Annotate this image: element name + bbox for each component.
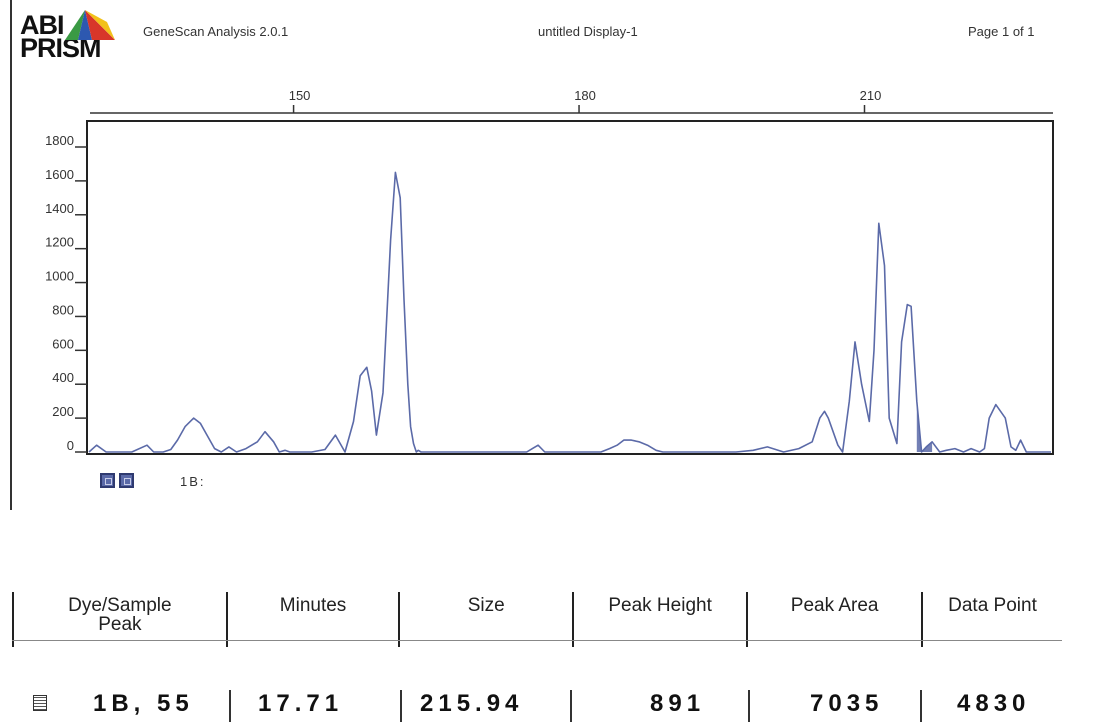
intensity-axis-ticks: 0 200 400 600 800 1000 1200 1400 1600 1800 [45,133,87,453]
dye-toggle-b-button[interactable] [119,473,134,488]
prism-yellow-face [85,10,115,40]
y-tick-label: 200 [52,404,74,419]
column-header-size: Size [398,592,573,647]
table-row[interactable]: 1B, 55 17.71 215.94 891 7035 4830 [0,690,1093,722]
cell-peak-area: 7035 [810,690,884,717]
cell-data-point: 4830 [957,690,1031,717]
column-header-minutes: Minutes [225,592,400,647]
cell-separator [920,690,922,722]
y-tick-label: 1800 [45,133,74,148]
prism-green-face [65,10,85,40]
y-tick-label: 400 [52,370,74,385]
prism-triangle-icon [65,10,115,40]
cell-separator [400,690,402,722]
trace-layer [88,171,1051,453]
y-tick-label: 1400 [45,201,74,216]
cell-separator [570,690,572,722]
column-header-data-point: Data Point [921,592,1062,647]
dye-toggle-a-button[interactable] [100,473,115,488]
column-header-dye-sample-peak: Dye/Sample Peak [12,592,227,647]
called-peak-fill [916,401,933,452]
peak-table-header: Dye/Sample Peak Minutes Size Peak Height… [12,592,1062,647]
abi-prism-logo: ABI PRISM [20,10,130,70]
cell-minutes: 17.71 [258,690,344,717]
peak-table: Dye/Sample Peak Minutes Size Peak Height… [12,592,1062,647]
column-header-text: Dye/Sample Peak [68,595,172,635]
y-tick-label: 1000 [45,269,74,284]
app-name: GeneScan Analysis 2.0.1 [143,24,289,39]
cell-dye-sample-peak: 1B, 55 [93,690,194,717]
y-tick-label: 1200 [45,235,74,250]
y-tick-label: 1600 [45,167,74,182]
prism-blue-face [78,10,92,40]
cell-peak-height: 891 [650,690,706,717]
size-axis-ticks: 150 180 210 [289,88,882,113]
y-tick-label: 0 [67,438,74,453]
row-marker-icon [33,695,47,711]
logo-text-abi: ABI [20,10,64,40]
cell-size: 215.94 [420,690,524,717]
cell-separator [229,690,231,722]
column-header-peak-area: Peak Area [746,592,923,647]
x-tick-label: 180 [574,88,596,103]
x-tick-label: 210 [860,88,882,103]
dye-lane-label: 1B: [180,474,206,489]
header-divider [12,640,1062,641]
x-tick-label: 150 [289,88,311,103]
plot-frame [86,120,1054,455]
trace-line [88,171,1051,453]
y-tick-label: 800 [52,302,74,317]
document-title: untitled Display-1 [538,24,638,39]
page-indicator: Page 1 of 1 [968,24,1035,39]
cell-separator [748,690,750,722]
electropherogram-chart: 150 180 210 0 200 400 600 800 1000 1200 1400 1600 1… [45,88,1054,455]
column-header-peak-height: Peak Height [571,592,748,647]
left-margin-rule [10,0,12,510]
y-tick-label: 600 [52,336,74,351]
